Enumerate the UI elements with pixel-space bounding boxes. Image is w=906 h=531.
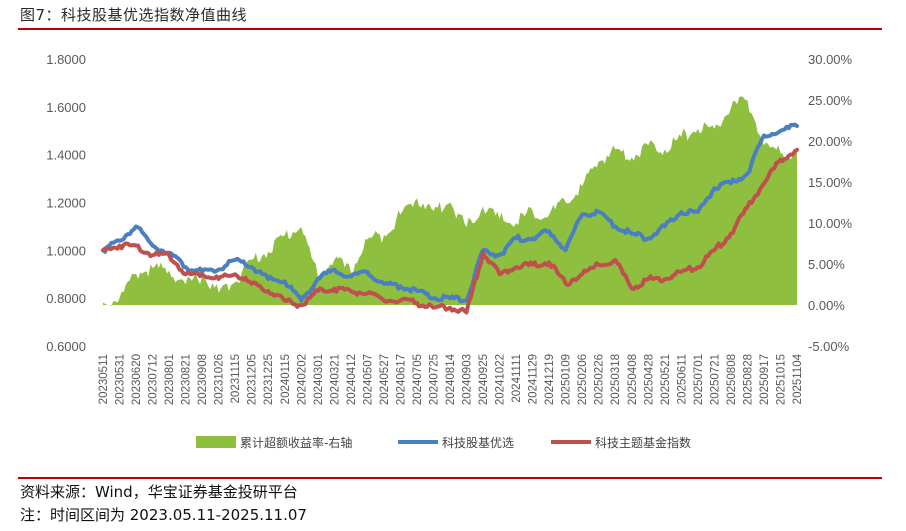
x-tick-label: 20240115	[280, 354, 292, 404]
series-area-excess-return	[103, 96, 797, 306]
x-tick-label: 20231026	[214, 354, 226, 405]
x-tick-label: 20241111	[511, 354, 523, 403]
left-tick-label: 1.6000	[46, 100, 86, 115]
source-note: 资料来源：Wind，华宝证券基金投研平台	[20, 483, 298, 501]
figure-title: 图7：科技股基优选指数净值曲线	[20, 6, 248, 24]
right-tick-label: 0.00%	[808, 298, 845, 313]
chart: 0.6000 0.8000 1.0000 1.2000 1.4000 1.6000 1.80…	[46, 52, 853, 450]
top-divider	[18, 28, 882, 30]
x-tick-label: 20251015	[775, 354, 787, 405]
x-axis: 20230511 20230531 20230620 20230712 20230801…	[98, 353, 804, 405]
x-tick-label: 20241022	[495, 354, 507, 405]
x-tick-label: 20240903	[462, 354, 474, 405]
x-tick-label: 20240202	[296, 354, 308, 405]
x-tick-label: 20250828	[742, 354, 754, 405]
x-tick-label: 20240705	[412, 354, 424, 405]
x-tick-label: 20250408	[627, 354, 639, 405]
x-tick-label: 20241219	[544, 354, 556, 405]
left-tick-label: 1.0000	[46, 243, 86, 258]
x-tick-label: 20241129	[528, 354, 540, 404]
legend-item-tech-theme-index: 科技主题基金指数	[551, 435, 691, 450]
x-tick-label: 20230712	[148, 354, 160, 405]
x-tick-label: 20240814	[445, 353, 457, 405]
right-tick-label: 30.00%	[808, 52, 853, 67]
left-tick-label: 1.4000	[46, 148, 86, 163]
x-tick-label: 20230511	[98, 354, 110, 404]
series-line-tech-fund	[101, 122, 799, 304]
x-tick-label: 20230801	[164, 354, 176, 405]
x-tick-label: 20240507	[362, 354, 374, 405]
right-tick-label: -5.00%	[808, 339, 850, 354]
x-tick-label: 20250206	[577, 354, 589, 405]
x-tick-label: 20231115	[230, 354, 242, 403]
series-line-tech-theme-index	[101, 147, 799, 315]
legend: 累计超额收益率-右轴 科技股基优选 科技主题基金指数	[196, 435, 691, 450]
right-tick-label: 25.00%	[808, 93, 853, 108]
x-tick-label: 20240321	[329, 354, 341, 405]
x-tick-label: 20240617	[395, 354, 407, 405]
x-tick-label: 20250226	[594, 354, 606, 405]
x-tick-label: 20240725	[428, 354, 440, 405]
x-tick-label: 20250701	[693, 354, 705, 405]
x-tick-label: 20250721	[709, 354, 721, 405]
left-tick-label: 1.8000	[46, 52, 86, 67]
x-tick-label: 20250109	[561, 354, 573, 405]
x-tick-label: 20231225	[263, 354, 275, 405]
left-tick-label: 0.8000	[46, 291, 86, 306]
x-tick-label: 20250917	[759, 354, 771, 405]
legend-item-excess-return: 累计超额收益率-右轴	[196, 435, 352, 450]
right-tick-label: 10.00%	[808, 216, 853, 231]
left-tick-label: 0.6000	[46, 339, 86, 354]
period-note: 注：时间区间为 2023.05.11-2025.11.07	[20, 506, 307, 524]
legend-item-tech-fund: 科技股基优选	[398, 436, 514, 450]
x-tick-label: 20240412	[346, 354, 358, 405]
x-tick-label: 20240301	[313, 354, 325, 405]
x-tick-label: 20250318	[610, 354, 622, 405]
legend-label: 累计超额收益率-右轴	[240, 435, 352, 450]
legend-label: 科技股基优选	[442, 436, 514, 450]
x-tick-label: 20250808	[726, 354, 738, 405]
right-tick-label: 20.00%	[808, 134, 853, 149]
x-tick-label: 20230531	[115, 354, 127, 405]
x-tick-label: 20230620	[131, 354, 143, 405]
x-tick-label: 20250611	[676, 354, 688, 404]
right-tick-label: 5.00%	[808, 257, 845, 272]
left-tick-label: 1.2000	[46, 196, 86, 211]
x-tick-label: 20231205	[247, 354, 259, 405]
line-series	[101, 122, 799, 315]
x-tick-label: 20240527	[379, 354, 391, 405]
x-tick-label: 20230908	[197, 354, 209, 405]
left-axis: 0.6000 0.8000 1.0000 1.2000 1.4000 1.6000 1.80…	[46, 52, 86, 354]
x-tick-label: 20240925	[478, 354, 490, 405]
x-tick-label: 20230821	[181, 354, 193, 405]
right-axis: -5.00% 0.00% 5.00% 10.00% 15.00% 20.00% 25.00%…	[808, 52, 853, 354]
right-tick-label: 15.00%	[808, 175, 853, 190]
legend-swatch	[196, 436, 236, 448]
x-tick-label: 20251104	[792, 353, 804, 404]
x-tick-label: 20250428	[643, 354, 655, 405]
legend-label: 科技主题基金指数	[595, 435, 691, 450]
bottom-divider	[18, 477, 882, 479]
excess-return-area	[103, 96, 797, 306]
x-tick-label: 20250521	[660, 354, 672, 405]
